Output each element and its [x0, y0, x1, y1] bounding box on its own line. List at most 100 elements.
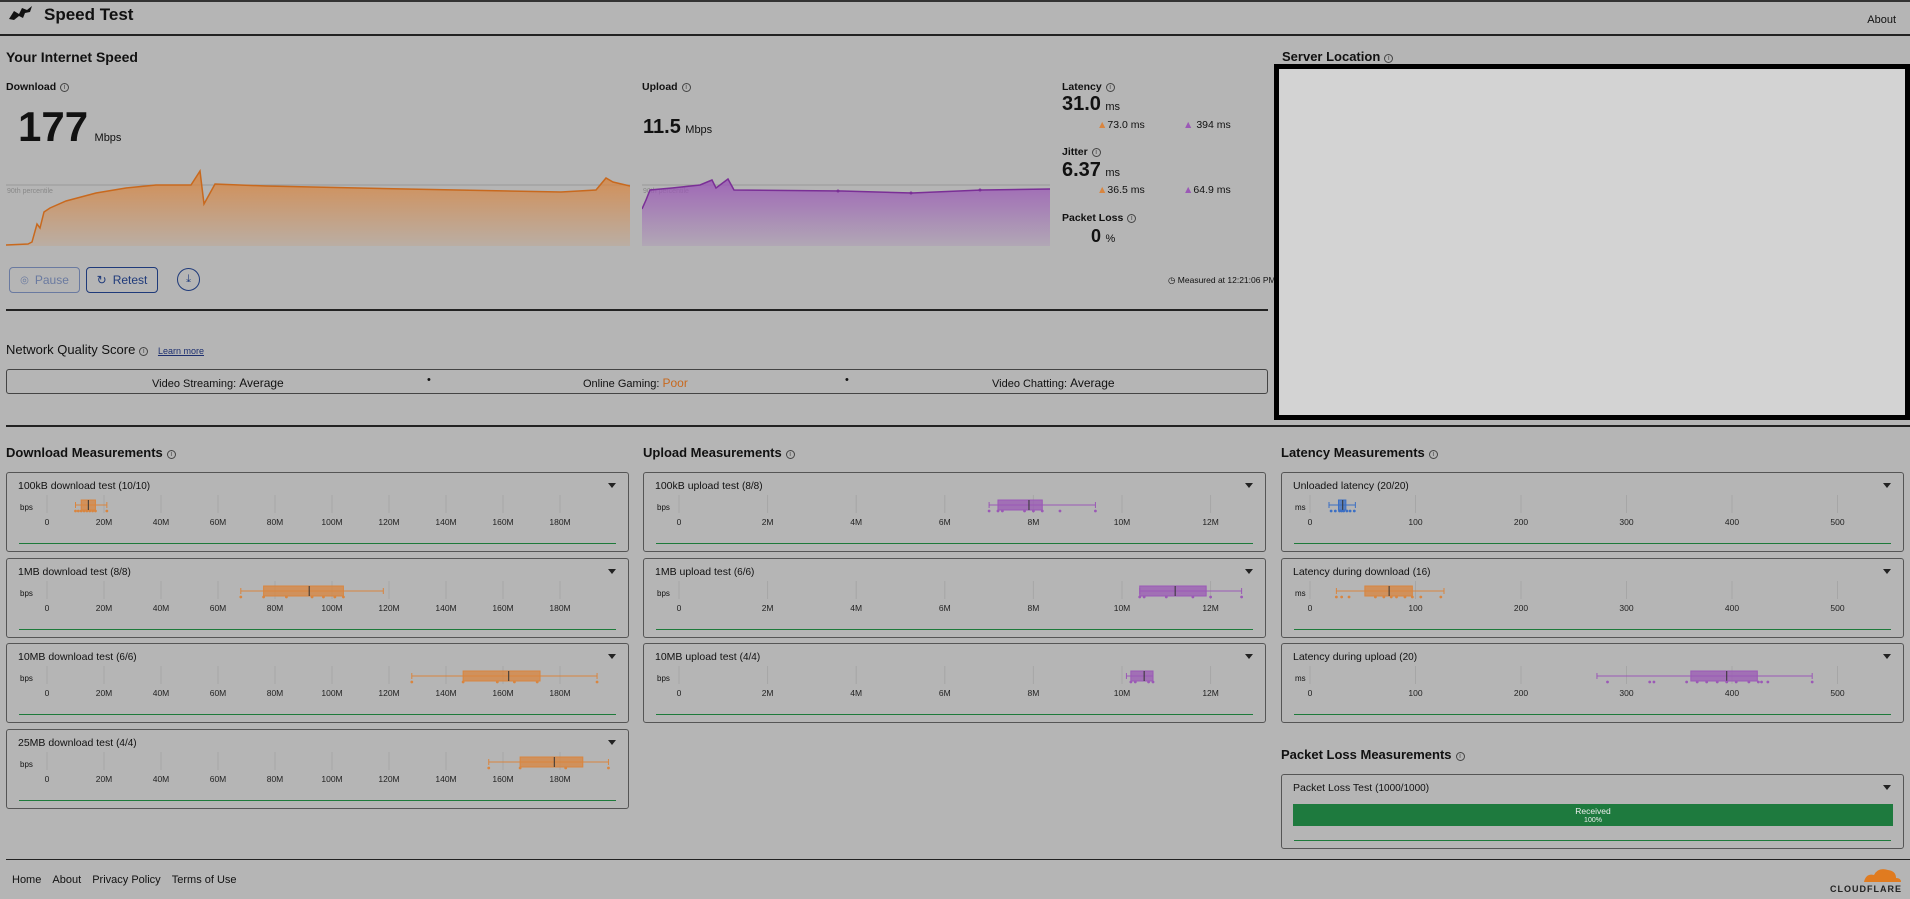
tick-label: 40M [153, 774, 170, 784]
data-point [1142, 595, 1146, 599]
tick-label: 0 [677, 603, 682, 613]
quality-name: Video Chatting: [992, 378, 1068, 390]
panel-title: 10MB download test (6/6) [18, 651, 137, 663]
upload-test-panel[interactable]: 10MB upload test (4/4) bps 0 2M 4M 6M 8M 10M 1… [643, 643, 1266, 723]
panel-count: (20) [1399, 652, 1418, 663]
tick-label: 6M [939, 603, 951, 613]
info-icon[interactable]: i [681, 83, 691, 92]
learn-more-link[interactable]: Learn more [157, 346, 204, 356]
panel-title: 25MB download test (4/4) [18, 737, 137, 749]
info-icon[interactable]: i [1127, 214, 1137, 223]
tick-label: 80M [267, 517, 284, 527]
info-icon[interactable]: i [139, 347, 149, 356]
tick-label: 200 [1514, 603, 1528, 613]
chevron-down-icon[interactable] [608, 654, 616, 659]
tick-label: 4M [850, 603, 862, 613]
data-point [285, 595, 288, 599]
panel-title: 1MB upload test (6/6) [655, 566, 754, 578]
box-plot: 0 2M 4M 6M 8M 10M 12M [677, 666, 1219, 698]
upload-test-panel[interactable]: 1MB upload test (6/6) bps 0 2M 4M 6M 8M 10M 12… [643, 558, 1266, 638]
footer-about-link[interactable]: About [52, 874, 82, 886]
chevron-down-icon[interactable] [1883, 654, 1891, 659]
data-point [1147, 680, 1150, 684]
chevron-down-icon[interactable] [1245, 569, 1253, 574]
server-map[interactable] [1274, 64, 1910, 420]
download-test-panel[interactable]: 1MB download test (8/8) bps 0 20M 40M 60M 80… [6, 558, 629, 638]
panel-count: (6/6) [116, 652, 137, 663]
data-point [1040, 509, 1044, 513]
footer-terms-link[interactable]: Terms of Use [171, 874, 237, 886]
logo-icon [8, 5, 34, 22]
footer-privacy-link[interactable]: Privacy Policy [92, 874, 161, 886]
axis-unit: bps [657, 503, 670, 512]
tick-label: 80M [267, 603, 284, 613]
chevron-down-icon[interactable] [608, 483, 616, 488]
info-icon[interactable]: i [1455, 752, 1465, 761]
chevron-down-icon[interactable] [1245, 654, 1253, 659]
server-location-title: Server Location i [1282, 49, 1394, 64]
server-location-text: Server Location [1282, 49, 1381, 64]
download-test-panel[interactable]: 10MB download test (6/6) bps 0 20M 40M 60M 8… [6, 643, 629, 723]
latency-test-panel[interactable]: Unloaded latency (20/20) ms 0 100 200 300 40… [1281, 472, 1904, 552]
box-plot: 0 20M 40M 60M 80M 100M 120M 140M 160M 180M [45, 495, 571, 527]
chevron-down-icon[interactable] [1883, 483, 1891, 488]
tick-label: 100M [321, 517, 342, 527]
data-point [1334, 595, 1338, 599]
tick-label: 160M [492, 517, 513, 527]
data-point [1652, 680, 1656, 684]
latency-test-panel[interactable]: Latency during download (16) ms 0 100 200 3… [1281, 558, 1904, 638]
upload-graph: 90th percentile [642, 177, 1050, 246]
info-icon[interactable]: i [1105, 83, 1115, 92]
pause-button[interactable]: ◎ Pause [9, 267, 80, 293]
data-point [1347, 595, 1351, 599]
upload-label-text: Upload [642, 81, 678, 93]
axis-unit: bps [657, 674, 670, 683]
download-test-panel[interactable]: 25MB download test (4/4) bps 0 20M 40M 60M 8… [6, 729, 629, 809]
data-point [333, 595, 337, 599]
info-icon[interactable]: i [1428, 450, 1438, 459]
upload-unit: Mbps [685, 124, 713, 136]
data-point [495, 680, 499, 684]
chevron-down-icon[interactable] [1883, 569, 1891, 574]
info-icon[interactable]: i [1384, 54, 1394, 63]
info-icon[interactable]: i [785, 450, 795, 459]
packet-loss-panel[interactable]: Packet Loss Test (1000/1000) Received 10… [1281, 774, 1904, 849]
tick-label: 100M [321, 774, 342, 784]
footer-home-link[interactable]: Home [12, 874, 42, 886]
data-point [535, 680, 539, 684]
latency-test-panel[interactable]: Latency during upload (20) ms 0 100 200 300… [1281, 643, 1904, 723]
data-point [1342, 509, 1346, 513]
tick-label: 60M [210, 774, 227, 784]
box-plot: 0 2M 4M 6M 8M 10M 12M [677, 495, 1219, 527]
download-value: 177 Mbps [18, 103, 121, 151]
tick-label: 40M [153, 517, 170, 527]
chevron-down-icon[interactable] [1245, 483, 1253, 488]
data-point [1329, 509, 1333, 513]
info-icon[interactable]: i [166, 450, 176, 459]
download-graph: 90th percentile [6, 168, 630, 246]
retest-button[interactable]: ↻ Retest [86, 267, 158, 293]
cloudflare-logo: CLOUDFLARE [1830, 867, 1904, 897]
chevron-down-icon[interactable] [608, 569, 616, 574]
info-icon[interactable]: i [1091, 148, 1101, 157]
data-point [88, 509, 92, 513]
tick-label: 8M [1027, 603, 1039, 613]
pause-icon: ◎ [20, 274, 29, 286]
upload-test-panel[interactable]: 100kB upload test (8/8) bps 0 2M 4M 6M 8M 10M… [643, 472, 1266, 552]
download-results-button[interactable]: ⤓ [177, 268, 200, 291]
clock-icon: ◷ [1168, 275, 1178, 285]
upload-arrow-icon: ▲ [1183, 119, 1194, 131]
data-point [94, 509, 97, 513]
separator-dot: • [427, 374, 431, 386]
data-point [410, 680, 414, 684]
info-icon[interactable]: i [60, 83, 70, 92]
tick-label: 0 [677, 517, 682, 527]
panel-baseline [1294, 714, 1891, 715]
tick-label: 60M [210, 517, 227, 527]
chevron-down-icon[interactable] [1883, 785, 1891, 790]
about-link[interactable]: About [1867, 14, 1896, 26]
tick-label: 0 [45, 517, 50, 527]
download-test-panel[interactable]: 100kB download test (10/10) bps 0 20M 40M 6… [6, 472, 629, 552]
axis-unit: ms [1295, 589, 1306, 598]
chevron-down-icon[interactable] [608, 740, 616, 745]
